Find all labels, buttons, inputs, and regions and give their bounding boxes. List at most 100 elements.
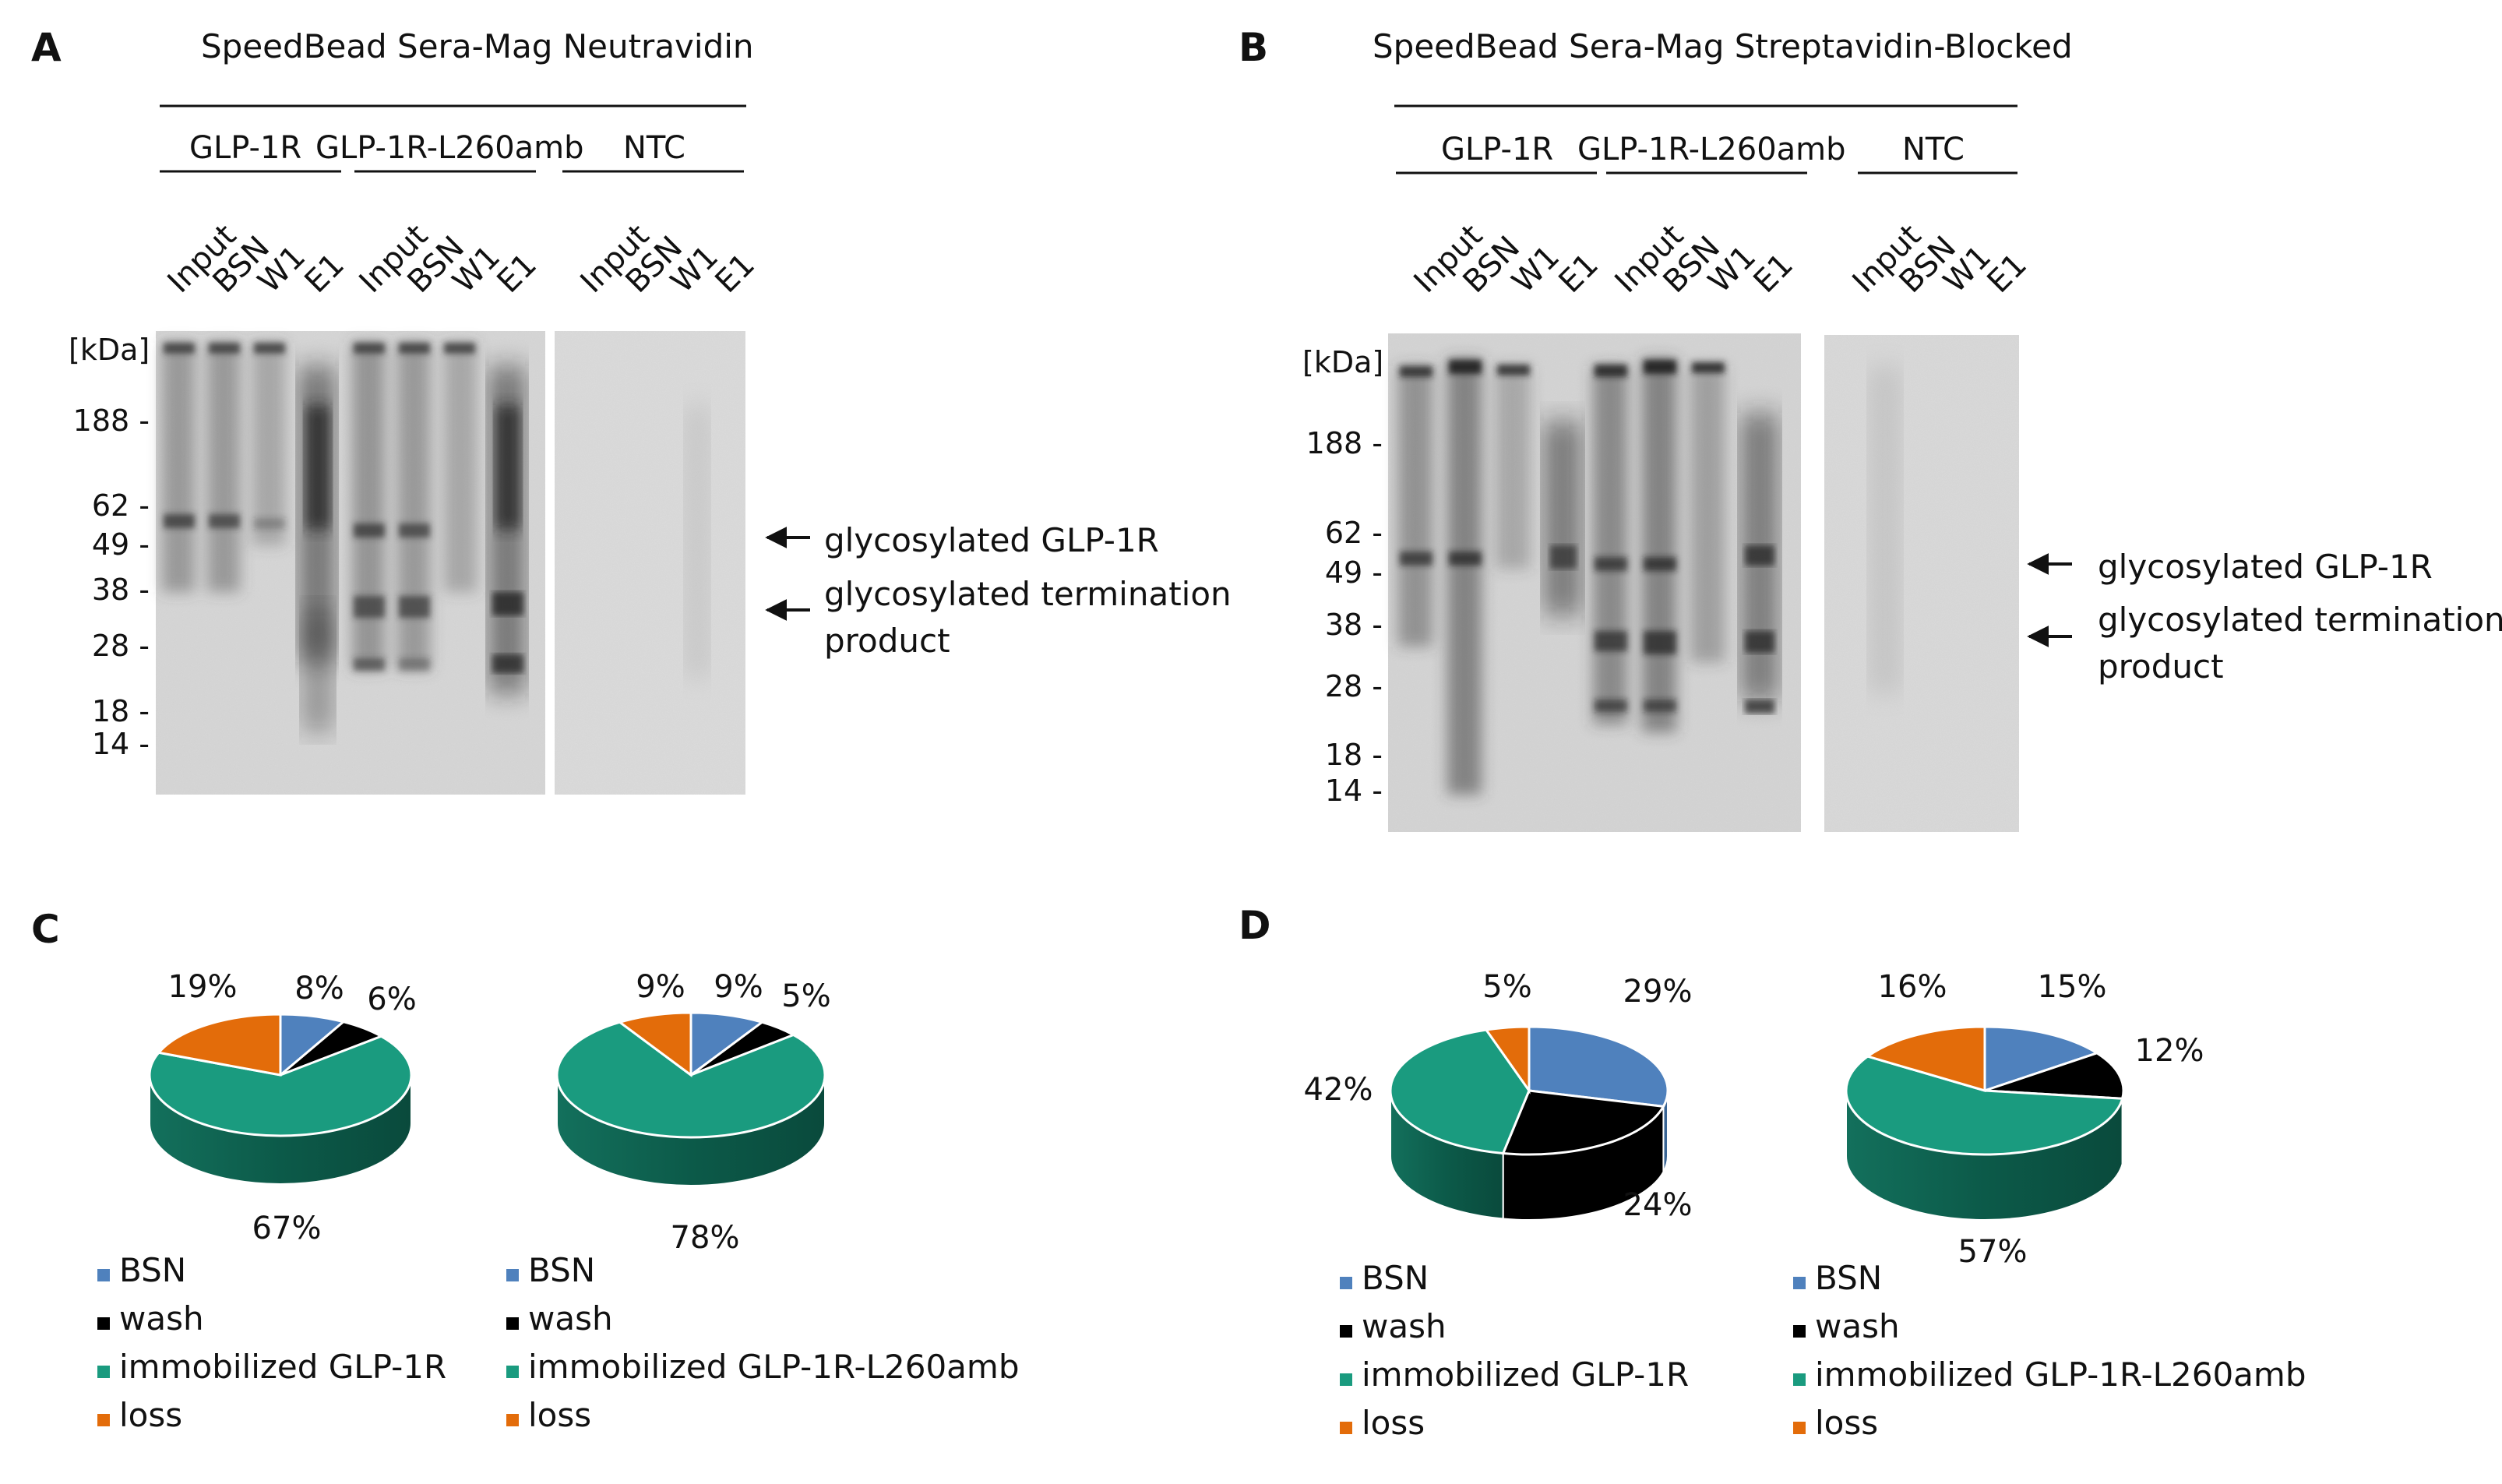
legend-swatch [1793, 1422, 1806, 1434]
kda-label: [kDa] [69, 333, 150, 367]
panel-b-annotations: glycosylated GLP-1R glycosylated termina… [2027, 548, 2502, 686]
legend-item-label: loss [528, 1396, 591, 1434]
pie-chart: 29% 24% 42% 5% BSN wash immobilized GLP-1R loss [1304, 969, 1693, 1442]
pie-slice-immobilized [1389, 1028, 1531, 1155]
legend-swatch [97, 1366, 110, 1378]
mw-marker: 14 - [92, 727, 150, 761]
legend-swatch [506, 1269, 519, 1281]
pie-slice-bsn [1528, 1025, 1669, 1108]
pie-percent-label: 9% [636, 969, 685, 1005]
pie-legend: BSN wash immobilized GLP-1R loss [1340, 1259, 1689, 1442]
pie-percent-label: 5% [1482, 969, 1531, 1005]
panel-a-mw-markers: 188 - 62 - 49 - 38 - 28 - 18 - 14 - [73, 404, 150, 761]
legend-swatch [97, 1317, 110, 1330]
pie-percent-label: 24% [1623, 1187, 1693, 1223]
panel-a-group-glp1r: GLP-1R [189, 130, 301, 166]
pie-slice-bsn [1983, 1025, 2100, 1093]
lane-label: E1 [1747, 247, 1800, 300]
annotation-glycosylated: glycosylated GLP-1R [2098, 548, 2433, 586]
panel-a: A SpeedBead Sera-Mag Neutravidin GLP-1R … [31, 25, 1232, 795]
annotation-glycosylated: glycosylated GLP-1R [824, 521, 1159, 559]
legend-item-label: loss [1362, 1404, 1425, 1442]
legend-swatch [1340, 1422, 1352, 1434]
pie-percent-label: 9% [714, 969, 763, 1005]
mw-marker: 18 - [92, 694, 150, 728]
legend-swatch [506, 1414, 519, 1426]
mw-marker: 62 - [1325, 516, 1383, 550]
legend-item-label: wash [1362, 1307, 1447, 1345]
pie-percent-label: 29% [1623, 974, 1693, 1010]
mw-marker: 14 - [1325, 774, 1383, 808]
legend-swatch [1340, 1325, 1352, 1338]
panel-a-group-l260amb: GLP-1R-L260amb [315, 130, 584, 166]
kda-label: [kDa] [1302, 345, 1383, 379]
legend-item-label: wash [1815, 1307, 1900, 1345]
annotation-termination: glycosylated termination [2098, 601, 2502, 639]
panel-a-title: SpeedBead Sera-Mag Neutravidin [201, 27, 754, 65]
panel-letter-a: A [31, 25, 62, 70]
pie-chart: 9% 5% 78% 9% BSN wash immobilized GLP-1R-L260a… [506, 969, 1020, 1434]
pie-slice-immobilized [148, 1035, 413, 1137]
legend-item-label: immobilized GLP-1R [1362, 1355, 1689, 1394]
pie-slice-immobilized [555, 1020, 826, 1139]
annotation-termination-2: product [2098, 647, 2224, 686]
pie-percent-label: 42% [1304, 1072, 1373, 1108]
pie-percent-label: 8% [294, 971, 344, 1006]
legend-item-label: BSN [119, 1251, 186, 1289]
panel-b-mw-markers: 188 - 62 - 49 - 38 - 28 - 18 - 14 - [1306, 426, 1383, 808]
pie-slice-loss [1865, 1025, 1986, 1093]
lane-label: E1 [709, 247, 762, 300]
pie-percent-label: 78% [671, 1220, 740, 1256]
annotation-termination: glycosylated termination [824, 575, 1232, 613]
pie-slice-wash [1984, 1052, 2125, 1100]
legend-item-label: wash [119, 1299, 204, 1338]
lane-label: E1 [298, 247, 351, 300]
legend-item-label: immobilized GLP-1R-L260amb [528, 1348, 1020, 1386]
pie-percent-label: 57% [1958, 1234, 2028, 1270]
legend-swatch [506, 1366, 519, 1378]
legend-swatch [97, 1269, 110, 1281]
legend-swatch [97, 1414, 110, 1426]
mw-marker: 28 - [1325, 669, 1383, 703]
mw-marker: 38 - [1325, 608, 1383, 642]
pie-percent-label: 16% [1878, 969, 1947, 1005]
panel-letter-c: C [31, 907, 60, 952]
mw-marker: 188 - [73, 404, 150, 438]
legend-item-label: wash [528, 1299, 613, 1338]
legend-swatch [1793, 1373, 1806, 1386]
mw-marker: 188 - [1306, 426, 1383, 460]
pie-percent-label: 6% [367, 982, 416, 1017]
pie-slice-wash [1501, 1089, 1665, 1156]
legend-item-label: loss [1815, 1404, 1878, 1442]
lane-label: E1 [1552, 247, 1605, 300]
mw-marker: 49 - [92, 527, 150, 562]
pie-percent-label: 5% [781, 978, 830, 1014]
pie-percent-label: 67% [252, 1211, 322, 1246]
legend-swatch [1340, 1277, 1352, 1289]
legend-item-label: immobilized GLP-1R [119, 1348, 446, 1386]
pie-slice-loss [617, 1011, 692, 1077]
legend-item-label: loss [119, 1396, 182, 1434]
legend-item-label: BSN [528, 1251, 595, 1289]
gel-a-main [156, 331, 545, 795]
pie-slice-loss [156, 1013, 282, 1077]
pie-chart: 8% 6% 67% 19% BSN wash immobilized GLP-1R loss [97, 969, 446, 1434]
pie-legend: BSN wash immobilized GLP-1R-L260amb loss [506, 1251, 1020, 1434]
pie-slice-immobilized [1845, 1055, 2124, 1156]
pie-legend: BSN wash immobilized GLP-1R-L260amb loss [1793, 1259, 2306, 1442]
gel-b-main [1388, 333, 1801, 832]
annotation-termination-2: product [824, 622, 950, 660]
mw-marker: 49 - [1325, 555, 1383, 590]
panel-b-lane-labels: Input BSN W1 E1 Input BSN W1 E1 Input BS… [1408, 217, 2034, 300]
panel-letter-d: D [1239, 903, 1271, 948]
pie-legend: BSN wash immobilized GLP-1R loss [97, 1251, 446, 1434]
pie-percent-label: 15% [2038, 969, 2107, 1005]
pie-slice-loss [1484, 1025, 1531, 1094]
legend-swatch [1340, 1373, 1352, 1386]
legend-swatch [506, 1317, 519, 1330]
legend-item-label: immobilized GLP-1R-L260amb [1815, 1355, 2306, 1394]
panel-b-group-ntc: NTC [1902, 132, 1965, 167]
mw-marker: 28 - [92, 629, 150, 663]
